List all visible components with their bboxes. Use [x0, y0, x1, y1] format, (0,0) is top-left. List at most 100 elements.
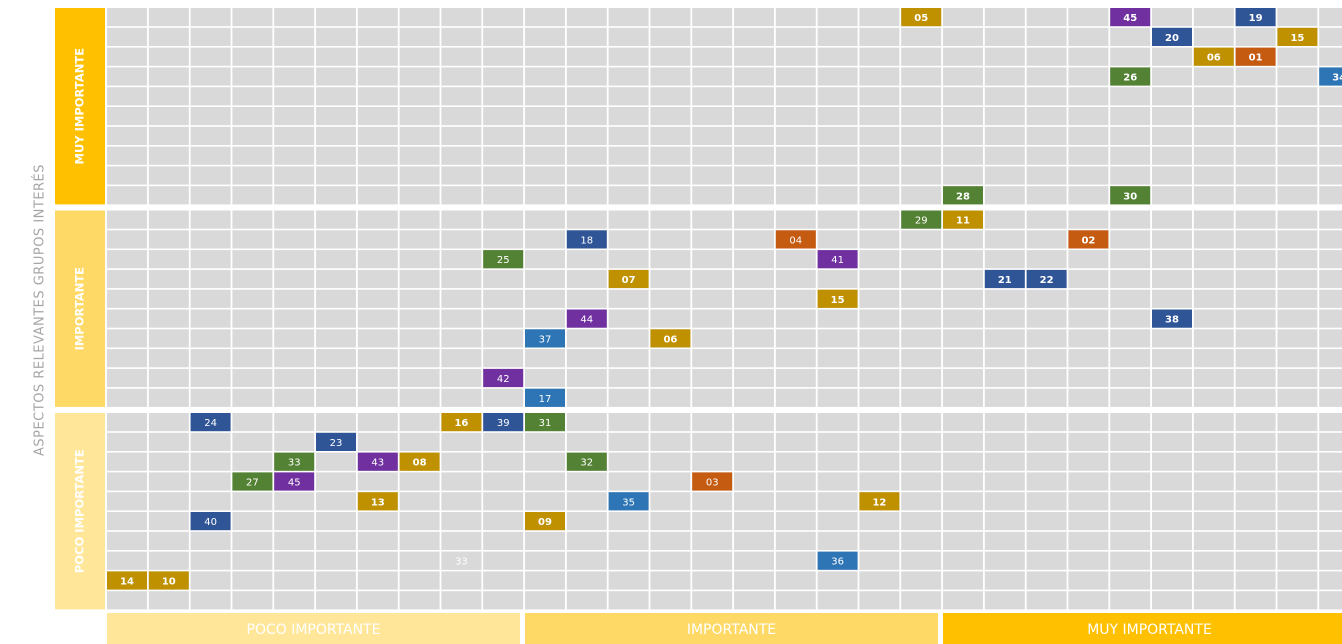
cell — [1110, 432, 1151, 451]
cell — [1319, 492, 1342, 511]
cell — [1193, 250, 1234, 269]
cell — [984, 472, 1025, 491]
cell — [1026, 432, 1067, 451]
column-band — [107, 613, 520, 644]
cell — [1235, 166, 1276, 185]
cell — [566, 186, 607, 205]
cell — [232, 210, 273, 229]
cell — [817, 571, 858, 590]
cell — [692, 432, 733, 451]
cell — [441, 591, 482, 610]
cell — [1152, 571, 1192, 590]
cell — [1277, 512, 1318, 531]
cell — [107, 329, 147, 348]
cell — [775, 329, 816, 348]
cell — [859, 8, 900, 27]
cell — [148, 250, 189, 269]
cell — [190, 67, 231, 86]
cell — [316, 146, 356, 165]
cell — [566, 413, 607, 432]
cell — [1026, 329, 1067, 348]
cell — [483, 591, 524, 610]
cell — [1319, 472, 1342, 491]
cell — [859, 309, 900, 328]
cell — [859, 551, 900, 570]
cell — [608, 531, 649, 550]
cell — [901, 146, 942, 165]
cell — [107, 591, 147, 610]
cell — [984, 492, 1025, 511]
cell — [357, 512, 398, 531]
cell — [943, 107, 983, 126]
cell — [483, 512, 524, 531]
cell — [232, 309, 273, 328]
cell — [399, 571, 440, 590]
cell — [1193, 289, 1234, 308]
marker-label: 42 — [497, 374, 510, 385]
cell — [1110, 452, 1151, 471]
cell — [817, 107, 858, 126]
cell — [608, 388, 649, 407]
cell — [1110, 571, 1151, 590]
cell — [441, 368, 482, 388]
marker — [817, 551, 858, 570]
cell — [1026, 289, 1067, 308]
cell — [525, 186, 565, 205]
cell — [232, 413, 273, 432]
row-band — [55, 210, 105, 407]
marker — [943, 186, 983, 205]
cell — [943, 388, 983, 407]
cell — [1110, 591, 1151, 610]
cell — [525, 531, 565, 550]
cell — [148, 492, 189, 511]
cell — [817, 146, 858, 165]
cell — [525, 368, 565, 388]
cell — [274, 250, 315, 269]
cell — [399, 531, 440, 550]
cell — [399, 230, 440, 249]
cell — [483, 67, 524, 86]
cell — [859, 250, 900, 269]
cell — [399, 107, 440, 126]
cell — [525, 8, 565, 27]
cell — [775, 27, 816, 46]
cell — [316, 329, 356, 348]
cell — [608, 210, 649, 229]
cell — [1026, 250, 1067, 269]
cell — [1277, 591, 1318, 610]
cell — [692, 67, 733, 86]
cell — [1235, 186, 1276, 205]
cell — [1277, 349, 1318, 368]
marker — [984, 269, 1025, 289]
cell — [1277, 8, 1318, 27]
cell — [107, 551, 147, 570]
cell — [1235, 329, 1276, 348]
cell — [692, 492, 733, 511]
cell — [107, 492, 147, 511]
row-band-label: POCO IMPORTANTE — [73, 449, 87, 573]
cell — [1277, 432, 1318, 451]
cell — [1152, 146, 1192, 165]
marker-label: 15 — [831, 295, 845, 306]
cell — [148, 230, 189, 249]
cell — [232, 368, 273, 388]
cell — [608, 289, 649, 308]
cell — [650, 47, 691, 66]
cell — [441, 166, 482, 185]
cell — [190, 186, 231, 205]
cell — [775, 186, 816, 205]
cell — [441, 472, 482, 491]
marker-label: 45 — [288, 478, 301, 489]
cell — [399, 349, 440, 368]
cell — [1319, 146, 1342, 165]
cell — [357, 210, 398, 229]
cell — [650, 349, 691, 368]
marker — [1110, 67, 1151, 86]
cell — [566, 472, 607, 491]
cell — [441, 432, 482, 451]
cell — [441, 47, 482, 66]
cell — [148, 531, 189, 550]
cell — [775, 107, 816, 126]
row-band-label: MUY IMPORTANTE — [73, 48, 87, 165]
cell — [859, 512, 900, 531]
